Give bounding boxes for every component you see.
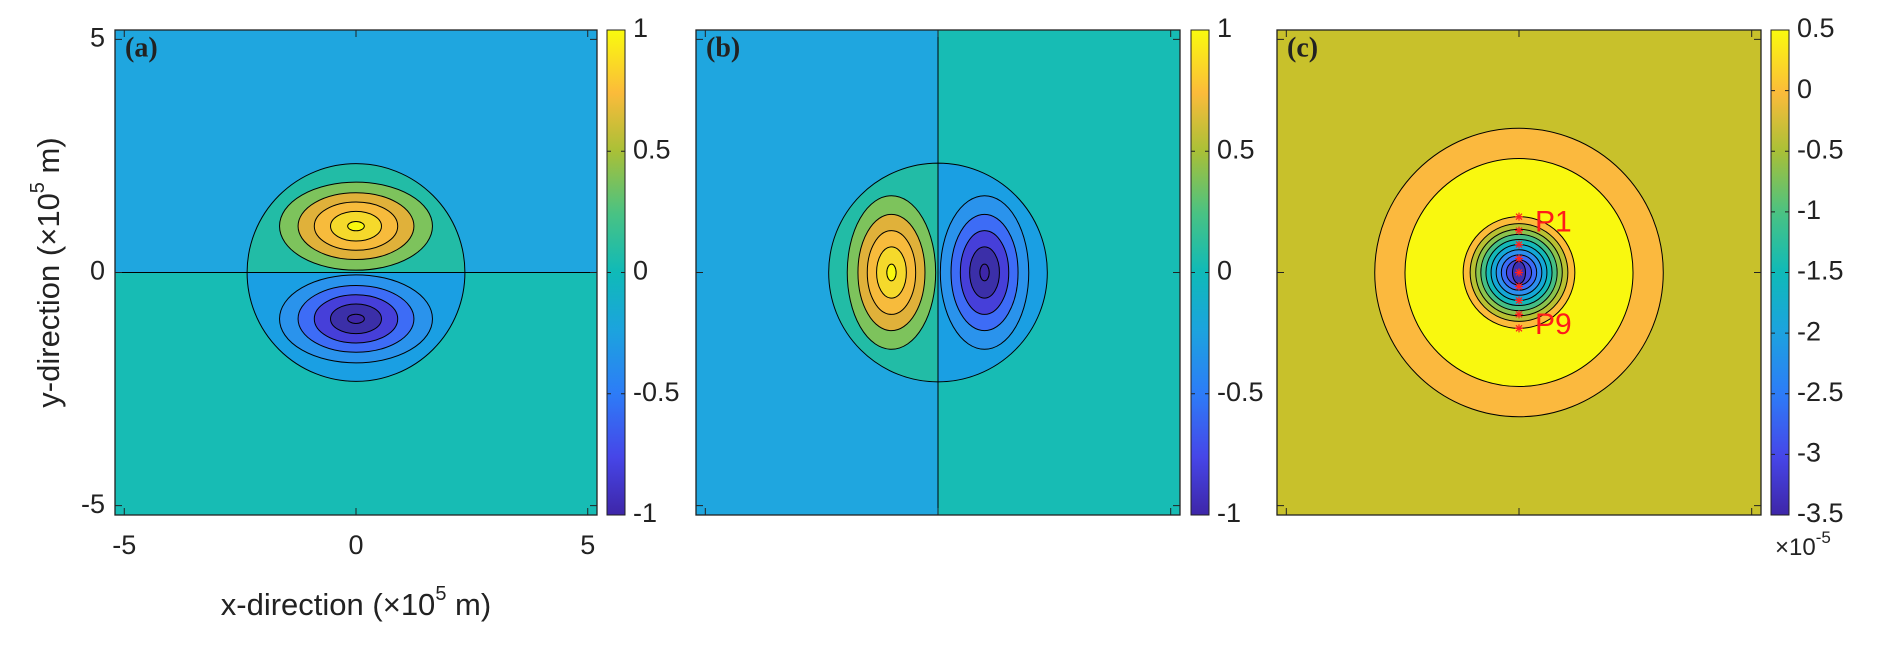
contour-band bbox=[347, 221, 365, 232]
colorbar-tick-label: -2 bbox=[1797, 316, 1821, 346]
annotation: P1 bbox=[1535, 206, 1572, 239]
x-tick-label: -5 bbox=[112, 530, 136, 560]
colorbar-tick-label: -2.5 bbox=[1797, 377, 1844, 407]
colorbar-tick-label: -0.5 bbox=[1797, 134, 1844, 164]
label-part: x-direction (×10 bbox=[221, 587, 436, 622]
label-part: 5 bbox=[435, 583, 446, 605]
sample-point bbox=[1515, 212, 1523, 221]
colorbar-tick-label: 0 bbox=[1797, 74, 1812, 104]
sample-point bbox=[1515, 296, 1523, 305]
sample-point bbox=[1515, 226, 1523, 235]
panel-label: (b) bbox=[706, 32, 740, 63]
colorbar-tick-label: 0 bbox=[633, 256, 648, 286]
colorbar-tick-label: 1 bbox=[1217, 13, 1232, 43]
plot-area: P1 P9 bbox=[1277, 30, 1761, 515]
colorbar-tick-label: -0.5 bbox=[1217, 377, 1264, 407]
plot-area bbox=[696, 30, 1180, 515]
colorbar-tick-label: -1 bbox=[1797, 195, 1821, 225]
contour-band bbox=[979, 263, 990, 282]
label-part: m) bbox=[446, 587, 491, 622]
colorbar-tick-label: 1 bbox=[633, 13, 648, 43]
sample-point bbox=[1515, 282, 1523, 291]
sample-point bbox=[1515, 268, 1523, 277]
y-tick-label: -5 bbox=[81, 489, 105, 519]
y-tick-label: 5 bbox=[90, 22, 105, 52]
colorbar-tick-label: 0.5 bbox=[1217, 134, 1255, 164]
contour-band bbox=[886, 263, 897, 282]
colorbar-tick-label: -1 bbox=[1217, 498, 1241, 528]
label-part: y-direction (×10 bbox=[31, 193, 66, 408]
colorbar-tick-label: 0 bbox=[1217, 256, 1232, 286]
colorbar-tick-label: -3 bbox=[1797, 438, 1821, 468]
x-tick-label: 5 bbox=[580, 530, 595, 560]
panel-label: (c) bbox=[1287, 32, 1318, 63]
sample-point bbox=[1515, 310, 1523, 319]
y-tick-label: 0 bbox=[90, 256, 105, 286]
sample-point bbox=[1515, 324, 1523, 333]
colorbar-tick-label: -1.5 bbox=[1797, 256, 1844, 286]
sample-point bbox=[1515, 240, 1523, 249]
annotation: P9 bbox=[1535, 308, 1572, 341]
x-axis-label: x-direction (×105 m) bbox=[221, 583, 491, 622]
y-axis-label: y-direction (×105 m) bbox=[27, 137, 66, 407]
label-part: -5 bbox=[1816, 528, 1831, 547]
colorbar-multiplier: ×10-5 bbox=[1775, 528, 1831, 561]
colorbar-tick-label: 0.5 bbox=[633, 134, 671, 164]
colorbar-tick-label: -3.5 bbox=[1797, 498, 1844, 528]
colorbar-tick-label: -0.5 bbox=[633, 377, 680, 407]
label-part: m) bbox=[31, 137, 66, 182]
sample-point bbox=[1515, 254, 1523, 263]
label-part: 5 bbox=[27, 182, 49, 193]
contour-band bbox=[347, 313, 365, 324]
plot-area bbox=[115, 30, 597, 515]
x-tick-label: 0 bbox=[348, 530, 363, 560]
panel-label: (a) bbox=[125, 32, 158, 63]
label-part: ×10 bbox=[1775, 534, 1816, 561]
colorbar-tick-label: -1 bbox=[633, 498, 657, 528]
colorbar-tick-label: 0.5 bbox=[1797, 13, 1835, 43]
